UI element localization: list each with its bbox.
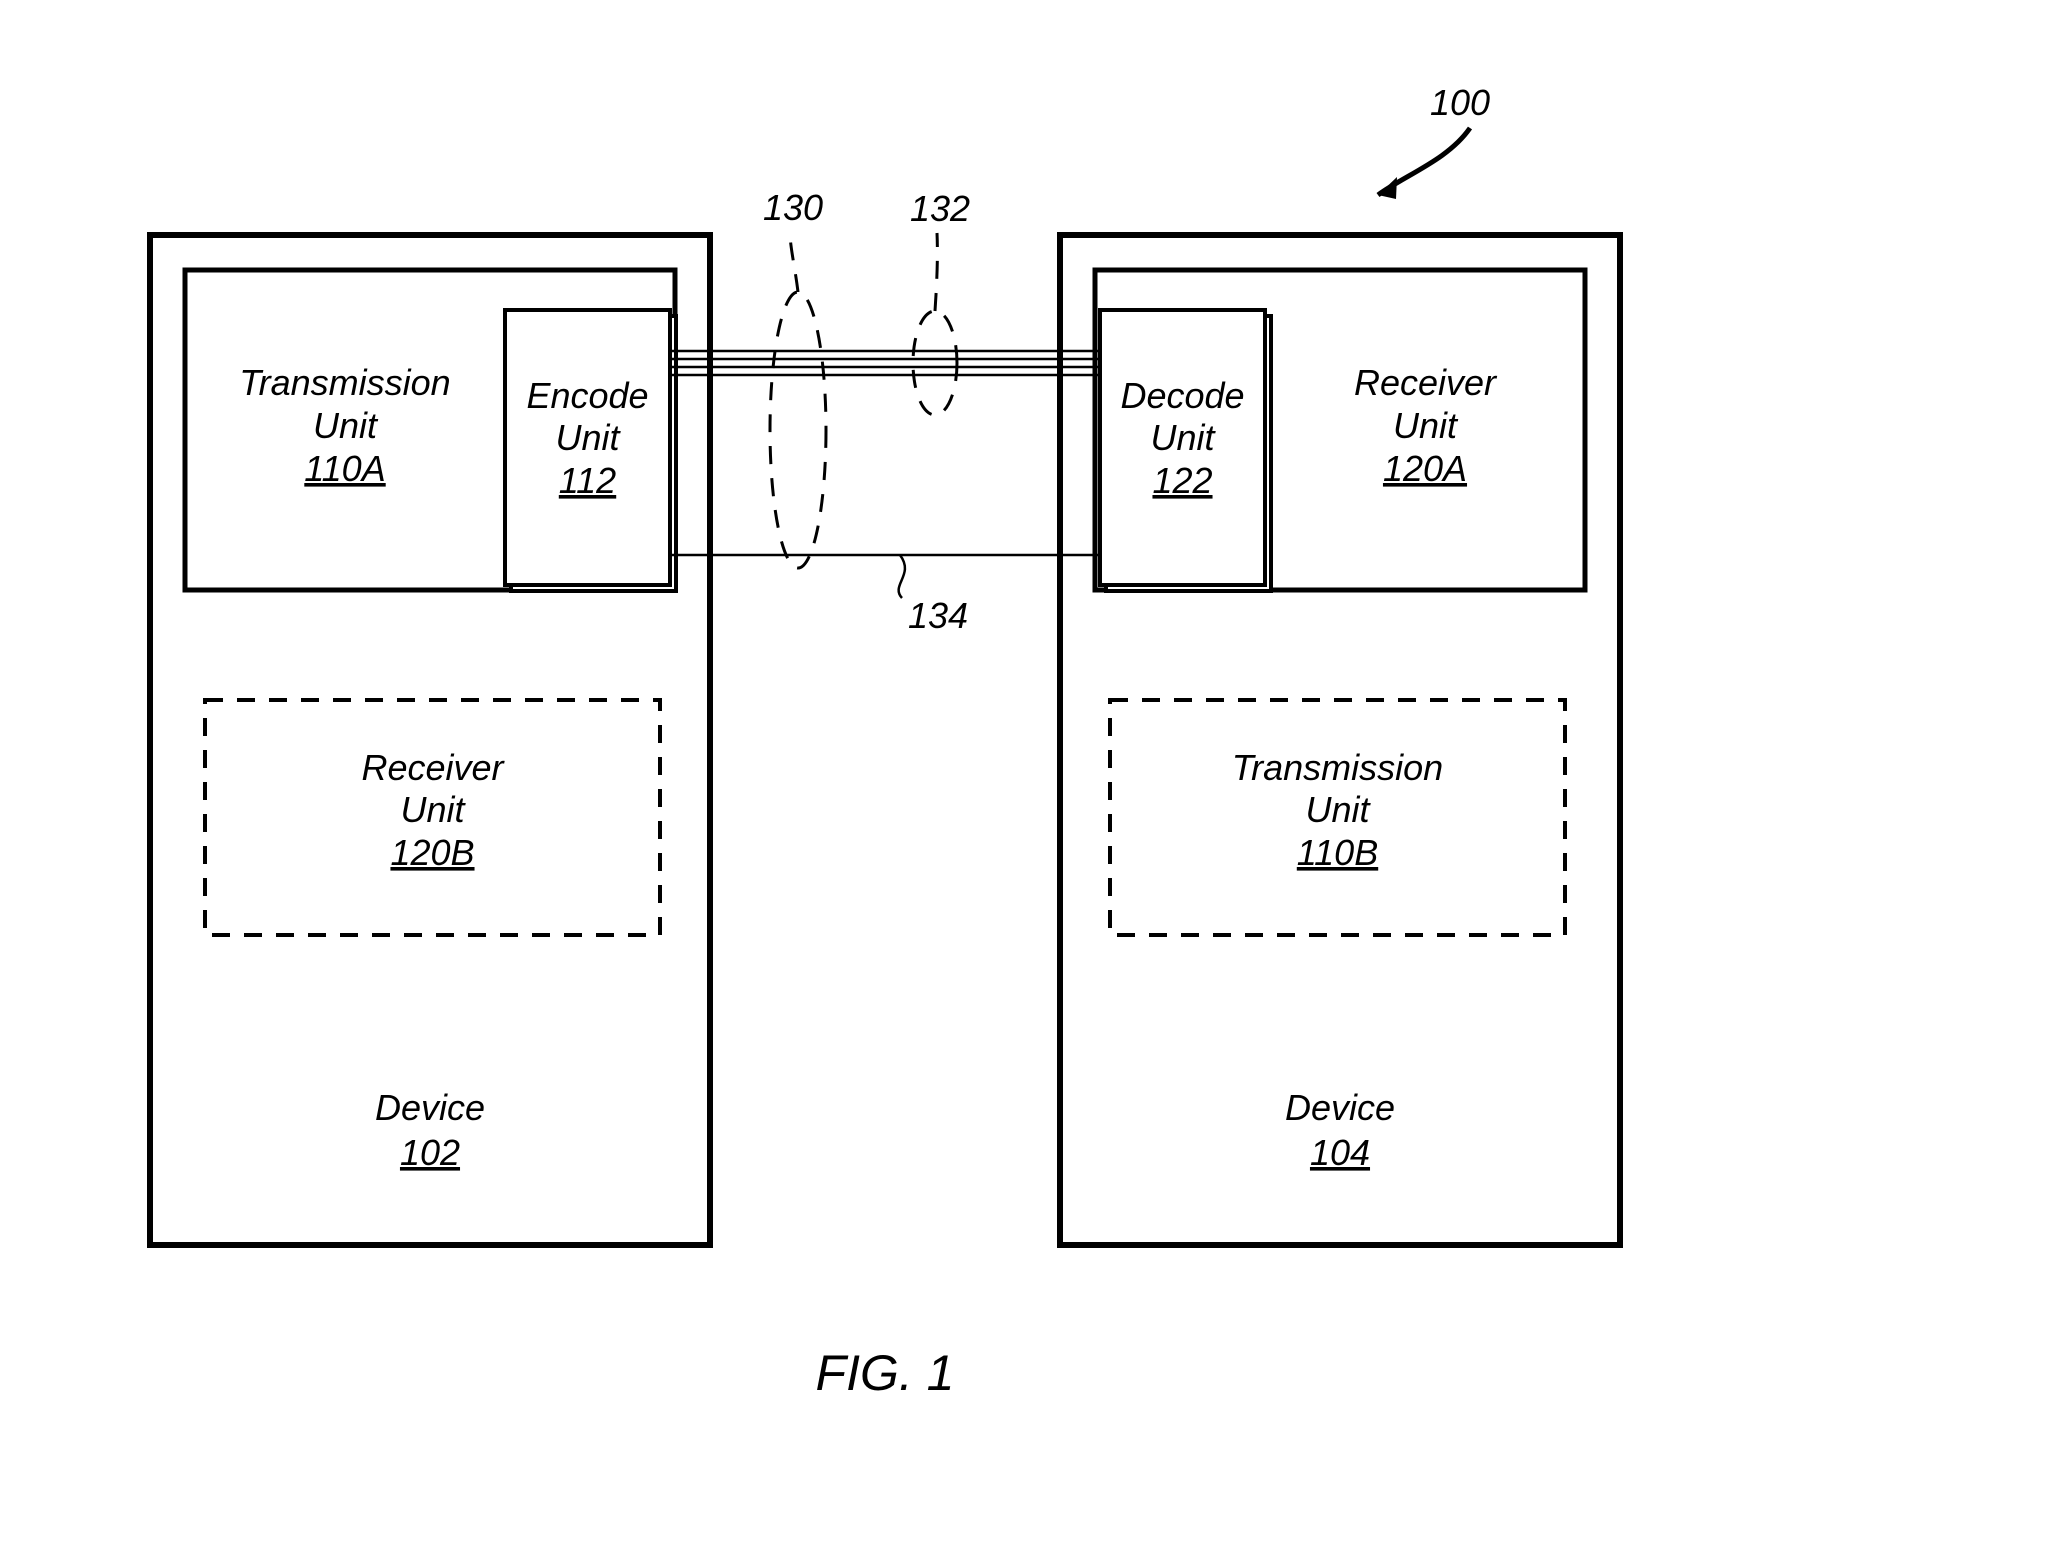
label-transmission-110a: Transmission xyxy=(239,362,450,403)
ref-134: 134 xyxy=(908,595,968,636)
label-decode-122: Decode xyxy=(1120,375,1244,416)
svg-text:Unit: Unit xyxy=(1150,417,1216,458)
svg-text:Unit: Unit xyxy=(1393,405,1459,446)
ref-120a: 120A xyxy=(1383,448,1467,489)
ref-122: 122 xyxy=(1152,460,1212,501)
figure-label: FIG. 1 xyxy=(816,1345,955,1401)
ref-110a: 110A xyxy=(304,448,385,489)
svg-text:Unit: Unit xyxy=(1305,789,1371,830)
ref-120b: 120B xyxy=(390,832,474,873)
ref-130: 130 xyxy=(763,187,823,228)
ref-112: 112 xyxy=(559,460,616,501)
label-device-104: Device xyxy=(1285,1087,1395,1128)
ref-104: 104 xyxy=(1310,1132,1370,1173)
svg-text:Unit: Unit xyxy=(313,405,379,446)
svg-text:Unit: Unit xyxy=(400,789,466,830)
label-receiver-120a: Receiver xyxy=(1354,362,1498,403)
label-receiver-120b: Receiver xyxy=(361,747,505,788)
ref-132: 132 xyxy=(910,188,970,229)
ref-110b: 110B xyxy=(1297,832,1378,873)
label-transmission-110b: Transmission xyxy=(1232,747,1443,788)
ref-102: 102 xyxy=(400,1132,460,1173)
ref-100: 100 xyxy=(1430,82,1490,123)
label-device-102: Device xyxy=(375,1087,485,1128)
system-block-diagram: TransmissionUnit110AEncodeUnit112Receive… xyxy=(0,0,2060,1553)
label-encode-112: Encode xyxy=(526,375,648,416)
svg-text:Unit: Unit xyxy=(555,417,621,458)
